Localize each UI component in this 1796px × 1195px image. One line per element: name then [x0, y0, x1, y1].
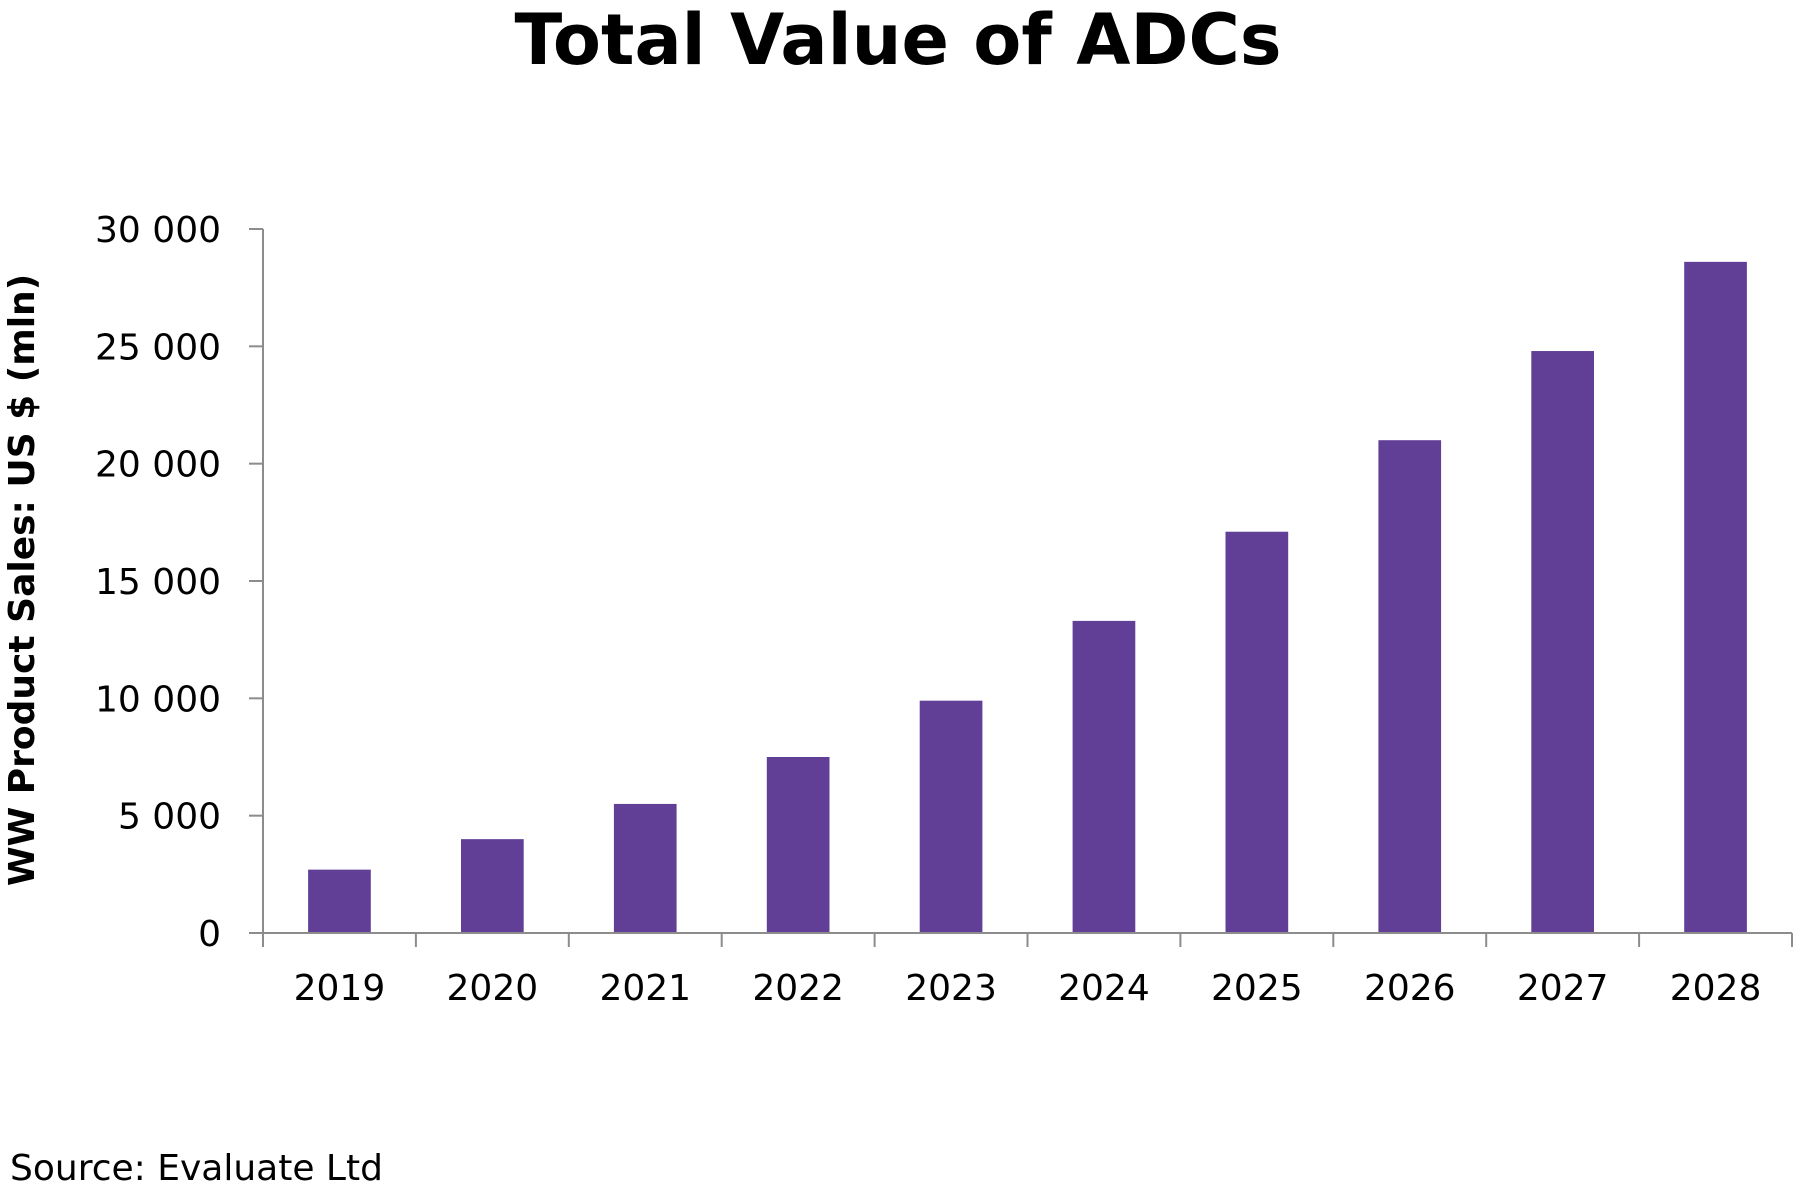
bar-2020	[461, 839, 524, 933]
bar-2025	[1225, 531, 1289, 933]
bar-2019	[308, 869, 371, 933]
y-axis-title: WW Product Sales: US $ (mln)	[2, 274, 43, 886]
x-tick-label: 2027	[1517, 968, 1609, 1009]
x-tick-label: 2022	[752, 968, 844, 1009]
x-tick-label: 2025	[1211, 968, 1303, 1009]
bar-2024	[1072, 620, 1136, 933]
y-tick-label: 15 000	[95, 562, 221, 603]
chart-title: Total Value of ADCs	[514, 0, 1282, 81]
y-tick-label: 10 000	[95, 679, 221, 720]
y-ticks-group: 0 5 000 10 000 15 000 20 000 25 000 30 000	[95, 210, 263, 955]
y-tick-label: 20 000	[95, 445, 221, 486]
bar-2028	[1684, 261, 1747, 933]
x-tick-label: 2023	[905, 968, 997, 1009]
source-note: Source: Evaluate Ltd	[10, 1148, 383, 1189]
y-tick-label: 0	[198, 914, 221, 955]
bar-2026	[1378, 440, 1442, 933]
x-tick-label: 2019	[294, 968, 386, 1009]
bar-2021	[613, 803, 677, 933]
bar-2027	[1531, 351, 1594, 933]
y-tick-label: 30 000	[95, 210, 221, 251]
x-tick-label: 2024	[1058, 968, 1150, 1009]
x-tick-label: 2026	[1364, 968, 1456, 1009]
x-ticks-group: 2019 2020 2021 2022 2023 2024 2025 2026 2027 2028	[262, 933, 1793, 1009]
y-tick-label: 5 000	[118, 797, 221, 838]
bar-2023	[919, 700, 983, 933]
x-tick-label: 2020	[447, 968, 539, 1009]
bars-group	[308, 261, 1747, 933]
bar-2022	[766, 757, 830, 933]
x-tick-label: 2021	[599, 968, 691, 1009]
x-tick-label: 2028	[1670, 968, 1762, 1009]
y-tick-label: 25 000	[95, 327, 221, 368]
